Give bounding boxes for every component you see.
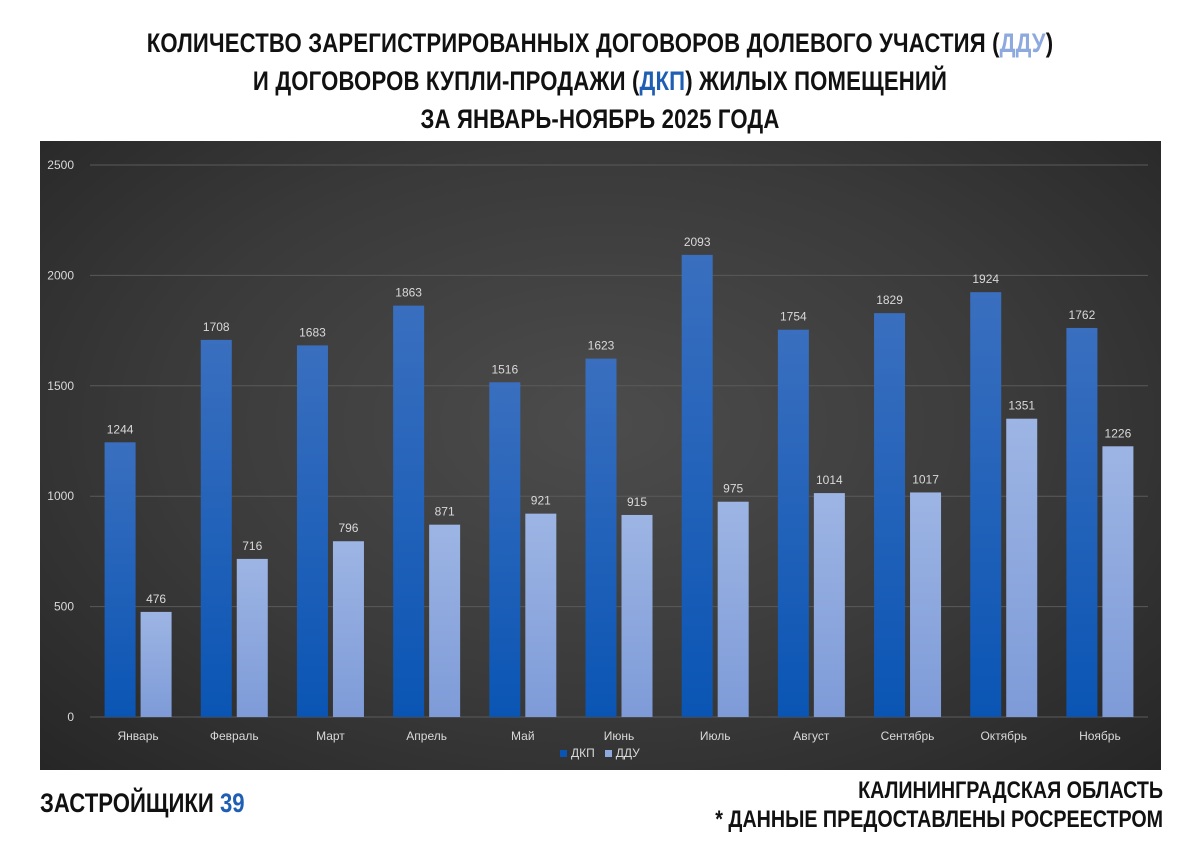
bar-dkp-11 (1066, 327, 1098, 717)
bar-dkp-10 (970, 292, 1002, 717)
x-tick-label: Ноябрь (1079, 729, 1121, 743)
bar-dkp-1 (104, 442, 136, 717)
y-tick-label: 2500 (47, 158, 74, 172)
y-tick-label: 0 (67, 710, 74, 724)
bar-dkp-3 (296, 345, 328, 717)
x-tick-label: Апрель (406, 729, 447, 743)
legend-label-dkp: ДКП (571, 746, 595, 760)
bar-chart: 0 500 1000 1500 2000 2500 1244 476 Январь 1708 71… (47, 158, 1148, 743)
data-label-ddu-6: 915 (627, 495, 647, 509)
data-label-ddu-7: 975 (723, 482, 743, 496)
brand-text: ЗАСТРОЙЩИКИ (40, 788, 220, 818)
brand-footer: ЗАСТРОЙЩИКИ 39 (40, 788, 245, 819)
data-label-dkp-2: 1708 (203, 320, 230, 334)
bar-dkp-6 (585, 358, 617, 717)
bar-ddu-10 (1006, 418, 1038, 717)
data-label-ddu-5: 921 (531, 494, 551, 508)
data-label-ddu-11: 1226 (1105, 426, 1132, 440)
y-tick-label: 2000 (47, 268, 74, 282)
brand-number: 39 (219, 788, 245, 818)
source-note: * ДАННЫЕ ПРЕДОСТАВЛЕНЫ РОСРЕЕСТРОМ (715, 806, 1163, 833)
data-label-ddu-8: 1014 (816, 473, 843, 487)
data-label-dkp-7: 2093 (684, 235, 711, 249)
data-label-ddu-10: 1351 (1008, 399, 1035, 413)
x-tick-label: Август (793, 729, 830, 743)
legend-label-ddu: ДДУ (615, 746, 640, 760)
x-tick-label: Июль (700, 729, 731, 743)
bar-ddu-11 (1102, 446, 1134, 717)
bar-ddu-5 (525, 513, 557, 717)
y-tick-label: 1500 (47, 379, 74, 393)
legend-swatch-dkp (560, 749, 567, 757)
data-label-dkp-5: 1516 (491, 362, 518, 376)
data-label-dkp-6: 1623 (588, 339, 615, 353)
y-tick-label: 1000 (47, 489, 74, 503)
data-label-dkp-8: 1754 (780, 310, 807, 324)
title-dkp-highlight: ДКП (639, 66, 686, 96)
data-label-dkp-9: 1829 (876, 293, 903, 307)
bar-ddu-6 (621, 514, 653, 717)
bar-dkp-7 (681, 254, 713, 717)
title-line-1: КОЛИЧЕСТВО ЗАРЕГИСТРИРОВАННЫХ ДОГОВОРОВ … (146, 28, 1054, 58)
data-label-ddu-2: 716 (242, 539, 262, 553)
data-label-dkp-10: 1924 (972, 272, 999, 286)
x-tick-label: Март (316, 729, 345, 743)
legend-item-dkp: ДКП (560, 746, 595, 760)
title-line-3: ЗА ЯНВАРЬ-НОЯБРЬ 2025 ГОДА (420, 104, 780, 134)
x-tick-label: Июнь (604, 729, 635, 743)
bar-dkp-5 (489, 382, 521, 717)
x-tick-label: Январь (118, 729, 159, 743)
bar-ddu-7 (717, 501, 749, 717)
bar-ddu-1 (140, 611, 172, 717)
x-tick-label: Февраль (210, 729, 259, 743)
bar-ddu-2 (236, 558, 268, 717)
data-label-ddu-3: 796 (338, 521, 358, 535)
title-ddu-highlight: ДДУ (999, 28, 1046, 58)
x-tick-label: Октябрь (980, 729, 1027, 743)
data-label-dkp-1: 1244 (107, 422, 134, 436)
bar-dkp-9 (874, 313, 906, 717)
data-label-dkp-4: 1863 (395, 286, 422, 300)
data-label-dkp-3: 1683 (299, 325, 326, 339)
region-label: КАЛИНИНГРАДСКАЯ ОБЛАСТЬ (858, 777, 1163, 804)
data-label-ddu-4: 871 (435, 505, 455, 519)
data-label-dkp-11: 1762 (1069, 308, 1096, 322)
bar-dkp-2 (200, 339, 232, 717)
title-line-2: И ДОГОВОРОВ КУПЛИ-ПРОДАЖИ (ДКП) ЖИЛЫХ ПО… (252, 66, 948, 96)
data-label-ddu-1: 476 (146, 592, 166, 606)
data-label-ddu-9: 1017 (912, 472, 939, 486)
chart-legend: ДКП ДДУ (560, 745, 640, 761)
legend-item-ddu: ДДУ (604, 746, 640, 760)
bar-ddu-3 (332, 541, 364, 717)
x-tick-label: Сентябрь (881, 729, 935, 743)
bar-dkp-4 (393, 305, 425, 717)
bar-ddu-9 (910, 492, 942, 717)
bar-ddu-8 (813, 493, 845, 717)
bar-dkp-8 (777, 329, 809, 717)
chart-area: 0 500 1000 1500 2000 2500 1244 476 Январь 1708 71… (40, 141, 1161, 770)
legend-swatch-ddu (604, 749, 612, 757)
y-tick-label: 500 (54, 600, 74, 614)
source-footer: КАЛИНИНГРАДСКАЯ ОБЛАСТЬ * ДАННЫЕ ПРЕДОСТ… (715, 776, 1163, 834)
chart-title: КОЛИЧЕСТВО ЗАРЕГИСТРИРОВАННЫХ ДОГОВОРОВ … (108, 24, 1092, 138)
bar-ddu-4 (429, 524, 461, 717)
x-tick-label: Май (511, 729, 535, 743)
